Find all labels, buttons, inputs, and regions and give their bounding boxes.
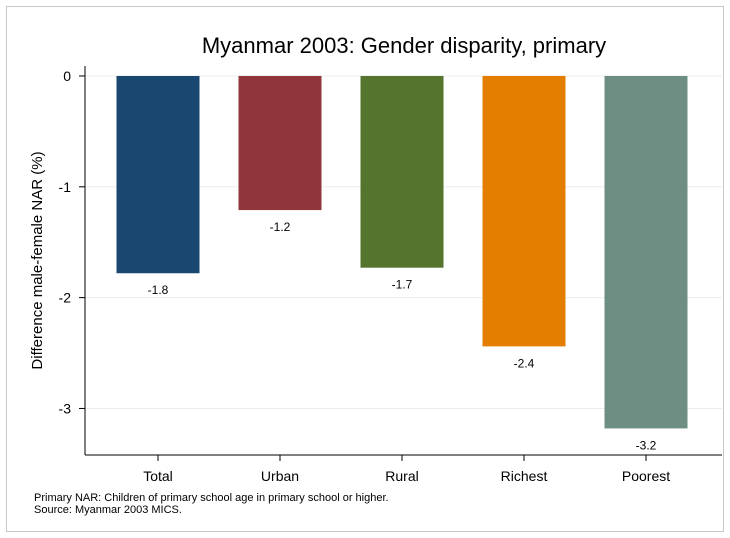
x-tick-label-total: Total: [143, 468, 173, 484]
footnote-definition: Primary NAR: Children of primary school …: [34, 492, 389, 504]
y-axis-label: Difference male-female NAR (%): [29, 151, 46, 369]
x-tick-label-rural: Rural: [385, 468, 418, 484]
value-label-richest: -2.4: [514, 356, 535, 370]
bar-poorest: [604, 75, 688, 429]
value-label-poorest: -3.2: [636, 438, 657, 452]
bar-urban: [238, 75, 322, 211]
bar-richest: [482, 75, 566, 347]
x-tick-label-poorest: Poorest: [622, 468, 670, 484]
y-tick-label: -3: [59, 400, 72, 416]
bars: -1.8 -1.2 -1.7 -2.4 -3.2: [116, 75, 688, 452]
x-axis: Total Urban Rural Richest Poorest: [85, 454, 722, 484]
bar-total: [116, 75, 200, 274]
x-tick-label-urban: Urban: [261, 468, 299, 484]
y-axis: 0 -1 -2 -3: [59, 66, 86, 455]
value-label-total: -1.8: [148, 283, 169, 297]
chart-title: Myanmar 2003: Gender disparity, primary: [202, 33, 606, 58]
bar-rural: [360, 75, 444, 268]
x-tick-label-richest: Richest: [501, 468, 548, 484]
footnote-source: Source: Myanmar 2003 MICS.: [34, 504, 182, 516]
value-label-rural: -1.7: [392, 278, 413, 292]
value-label-urban: -1.2: [270, 220, 291, 234]
y-tick-label: -2: [59, 290, 72, 306]
y-tick-label: 0: [63, 68, 71, 84]
y-tick-label: -1: [59, 179, 72, 195]
